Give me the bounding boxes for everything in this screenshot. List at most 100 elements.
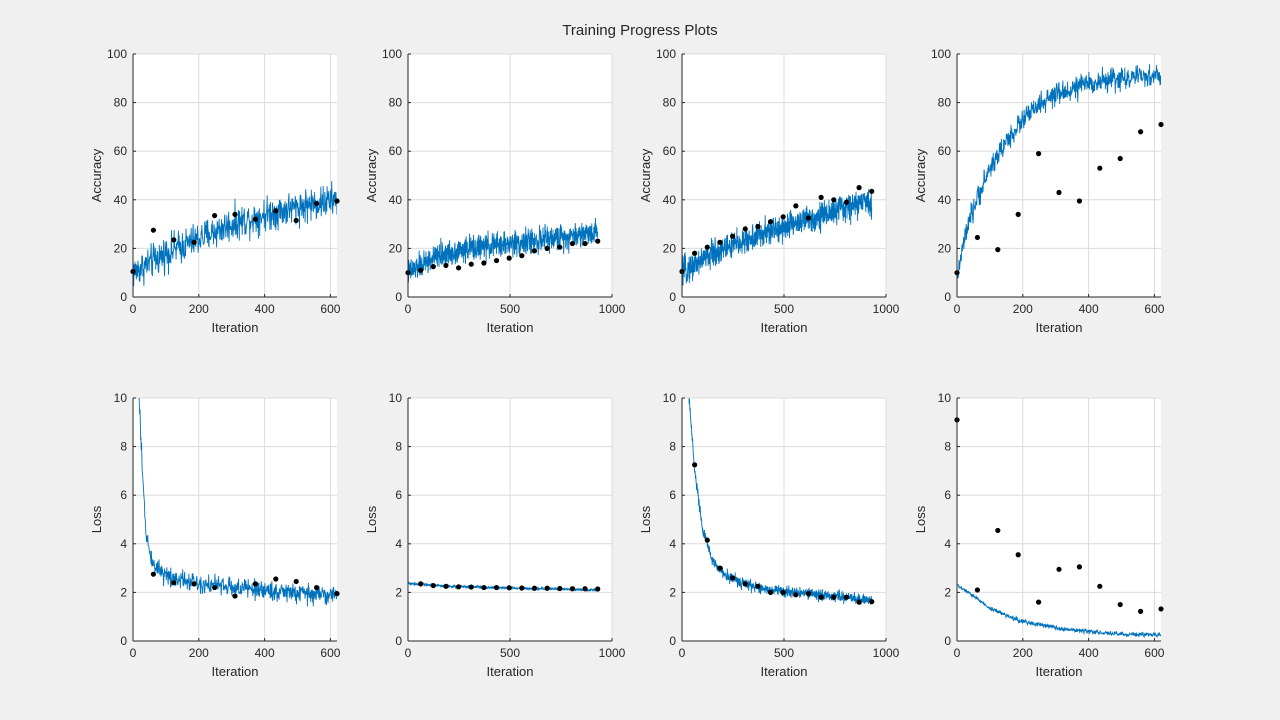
validation-point: [869, 188, 875, 194]
training-series-line: [408, 217, 599, 283]
y-tick-label: 8: [944, 440, 951, 454]
validation-point: [455, 265, 462, 271]
validation-point: [418, 581, 424, 587]
validation-point: [805, 591, 812, 597]
validation-point: [443, 262, 449, 269]
validation-point: [557, 244, 563, 250]
x-tick-label: 500: [774, 302, 794, 316]
validation-point: [595, 586, 601, 592]
validation-point: [755, 583, 761, 589]
validation-point: [869, 599, 875, 605]
validation-point: [843, 594, 850, 600]
validation-point: [729, 233, 736, 239]
y-tick-label: 80: [114, 96, 128, 110]
y-tick-label: 10: [663, 391, 677, 405]
validation-point: [1015, 552, 1021, 558]
y-tick-label: 8: [120, 440, 127, 454]
x-tick-label: 200: [1013, 302, 1033, 316]
y-tick-label: 40: [114, 193, 128, 207]
validation-point: [455, 584, 462, 590]
y-tick-label: 60: [114, 144, 128, 158]
subplot-loss-3: 0 500 1000 0 2 4 6 8 10 Iteration Loss: [638, 391, 900, 679]
x-axis-label: Iteration: [487, 320, 534, 335]
y-tick-label: 6: [120, 488, 127, 502]
validation-point: [273, 576, 279, 582]
validation-point: [717, 565, 723, 571]
subplot-loss-1: 0 200 400 600 0 2 4 6 8 10 Iteration Loss: [89, 391, 341, 679]
validation-point: [150, 227, 156, 233]
validation-point: [468, 261, 474, 267]
validation-point: [557, 585, 563, 592]
subplot-accuracy-2: 0 500 1000 0 20 40 60 80 100 Iteration Accuracy: [364, 47, 626, 335]
x-tick-label: 400: [1079, 302, 1099, 316]
validation-point: [430, 264, 436, 270]
validation-point: [767, 589, 774, 596]
x-axis-label: Iteration: [487, 664, 534, 679]
validation-point: [1076, 198, 1082, 204]
validation-point: [704, 244, 710, 250]
x-tick-label: 0: [130, 646, 137, 660]
validation-point: [544, 245, 550, 251]
y-tick-label: 2: [395, 585, 402, 599]
validation-point: [481, 584, 487, 591]
y-tick-label: 100: [931, 47, 951, 61]
x-tick-label: 1000: [873, 646, 900, 660]
validation-point: [314, 200, 320, 207]
validation-point: [1097, 583, 1103, 589]
validation-point: [1158, 121, 1164, 128]
validation-point: [1158, 606, 1164, 612]
validation-point: [191, 581, 197, 587]
subplot-loss-4: 0 200 400 600 0 2 4 6 8 10 Iteration Loss: [913, 391, 1165, 679]
y-tick-label: 4: [669, 537, 676, 551]
plot-area: [133, 398, 337, 641]
validation-point: [793, 592, 799, 598]
x-tick-label: 400: [255, 302, 275, 316]
validation-point: [418, 267, 424, 273]
validation-point: [831, 197, 837, 203]
y-axis-label: Accuracy: [89, 148, 104, 202]
validation-point: [805, 215, 812, 221]
validation-point: [212, 212, 218, 219]
y-tick-label: 8: [395, 440, 402, 454]
x-tick-label: 0: [679, 302, 686, 316]
plot-area: [957, 398, 1161, 641]
y-axis-label: Accuracy: [364, 148, 379, 202]
validation-point: [582, 240, 588, 247]
validation-point: [843, 199, 850, 205]
validation-point: [252, 581, 258, 587]
x-tick-label: 600: [320, 302, 340, 316]
validation-point: [1117, 155, 1123, 162]
validation-point: [995, 247, 1001, 253]
x-tick-label: 500: [774, 646, 794, 660]
validation-point: [171, 580, 177, 586]
validation-point: [692, 250, 698, 256]
validation-point: [519, 253, 525, 259]
x-tick-label: 200: [1013, 646, 1033, 660]
validation-point: [729, 575, 736, 581]
validation-point: [831, 594, 837, 600]
subplot-accuracy-1: 0 200 400 600 0 20 40 60 80 100 Iteration Accuracy: [89, 47, 341, 335]
y-tick-label: 60: [663, 144, 677, 158]
y-tick-label: 20: [389, 241, 403, 255]
validation-point: [818, 594, 824, 600]
y-tick-label: 0: [395, 634, 402, 648]
training-series-line: [957, 64, 1161, 279]
x-axis-label: Iteration: [761, 320, 808, 335]
x-tick-label: 600: [1144, 302, 1164, 316]
validation-point: [1036, 151, 1042, 157]
y-tick-label: 80: [663, 96, 677, 110]
y-tick-label: 0: [944, 290, 951, 304]
y-axis-label: Loss: [364, 505, 379, 533]
validation-point: [995, 527, 1001, 534]
y-axis-label: Accuracy: [638, 148, 653, 202]
validation-point: [569, 586, 576, 592]
x-axis-label: Iteration: [1036, 664, 1083, 679]
figure-title: Training Progress Plots: [562, 22, 718, 39]
subplot-accuracy-4: 0 200 400 600 0 20 40 60 80 100 Iteration Accuracy: [913, 47, 1165, 335]
validation-point: [506, 585, 512, 591]
x-tick-label: 0: [405, 302, 412, 316]
validation-point: [531, 248, 538, 254]
validation-point: [582, 586, 588, 592]
validation-point: [443, 583, 449, 589]
y-tick-label: 60: [938, 144, 952, 158]
